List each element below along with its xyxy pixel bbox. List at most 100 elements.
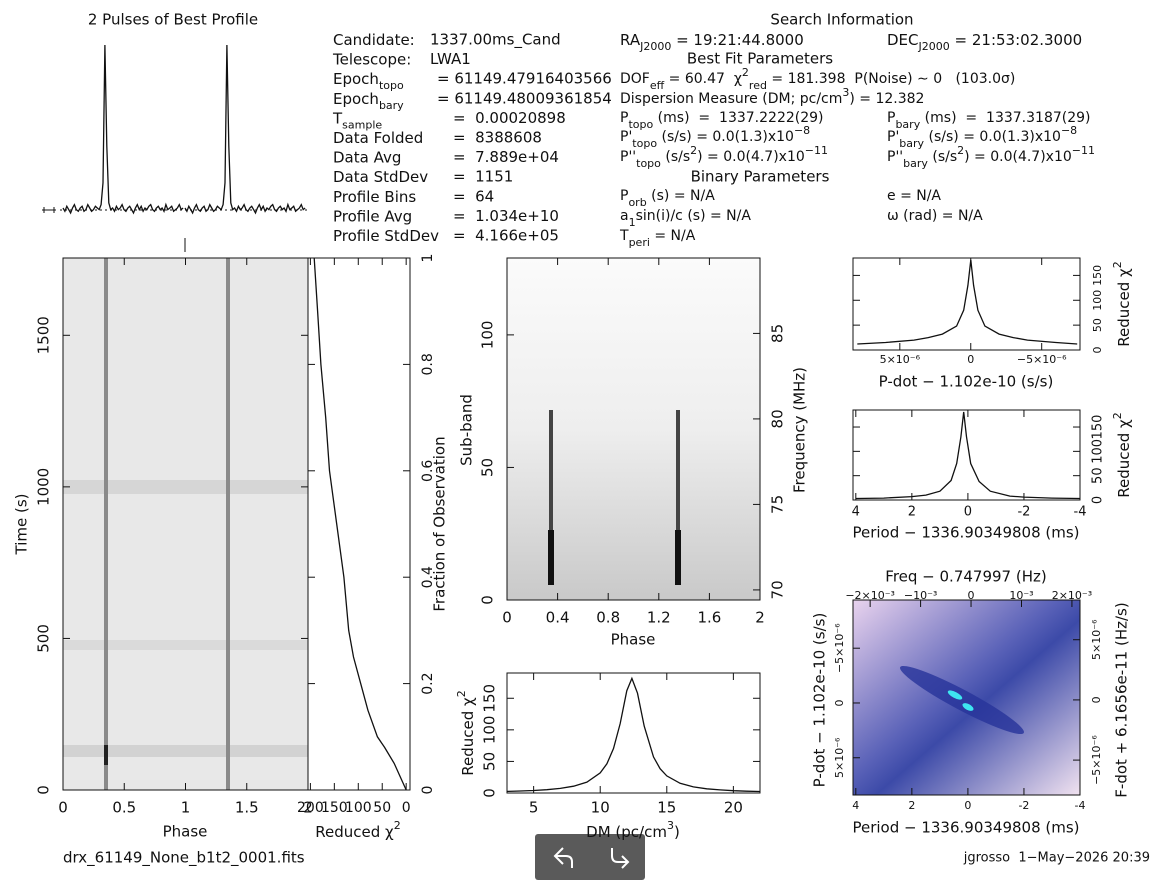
y-axis-label: Reduced χ2 — [1111, 412, 1133, 497]
text-part: DM (pc/cm — [586, 823, 667, 841]
plot-frame — [852, 409, 1081, 501]
y-tick-label: 100 — [1091, 290, 1104, 311]
y-tick-label: 1500 — [35, 316, 53, 354]
text-part: P' — [620, 129, 632, 145]
rotate-left-button[interactable] — [545, 840, 581, 876]
y-tick-label: −5×10⁻⁶ — [833, 623, 846, 673]
x-tick-label: -2 — [1017, 505, 1030, 520]
text-part: red — [749, 79, 767, 92]
text-part: 2 — [394, 819, 401, 832]
y-tick-label: 150 — [481, 684, 499, 713]
text-part: −8 — [1061, 124, 1077, 137]
y-tick-label: 0.8 — [420, 353, 436, 375]
text-part: (s/s — [661, 149, 690, 165]
text-part: RA — [620, 31, 641, 49]
text-part: = 181.398 P(Noise) ∼ 0 (103.0σ) — [767, 71, 1015, 87]
text-part: Reduced χ — [1115, 268, 1133, 347]
profile-curve — [62, 44, 184, 215]
x-tick-label: 50 — [373, 800, 391, 816]
info-param: Dispersion Measure (DM; pc/cm3) = 12.382 — [620, 86, 924, 108]
curve — [506, 676, 761, 793]
text-part: Telescope: — [332, 50, 411, 68]
text-part: DOF — [620, 71, 650, 87]
text-part: a — [620, 208, 629, 224]
text-part: P'' — [620, 149, 636, 165]
time-phase-image — [63, 258, 308, 790]
y-tick-label: 0 — [420, 786, 436, 795]
text-part: Reduced χ — [459, 697, 477, 776]
x-tick-label: 4 — [852, 799, 859, 812]
text-part: ) = 0.0(4.7)x10 — [964, 149, 1072, 165]
text-part: −8 — [794, 124, 810, 137]
text-part: 2 — [1111, 261, 1124, 268]
y-tick-label: 0 — [481, 788, 499, 798]
info-value: = 0.00020898 — [453, 109, 566, 127]
x-axis-label: Phase — [163, 823, 208, 841]
x-tick-label: 4 — [852, 505, 860, 520]
y-axis-label: Time (s) — [13, 494, 31, 556]
text-part: 2 — [957, 144, 964, 157]
text-part: J2000 — [918, 40, 950, 53]
curve — [313, 257, 407, 791]
x-tick-label: -4 — [1074, 505, 1087, 520]
x-tick-label: 2 — [755, 609, 765, 627]
x-tick-label: 2 — [908, 799, 915, 812]
text-part: Profile StdDev — [333, 227, 439, 245]
y-tick-label: 100 — [481, 716, 499, 745]
info-value: = 4.166e+05 — [453, 227, 559, 245]
info-label: Data Avg — [333, 148, 401, 166]
plot-frame — [307, 257, 411, 791]
y-tick-label: 100 — [1091, 439, 1106, 464]
info-value: = 8388608 — [453, 129, 542, 147]
x-tick-label: 200 — [297, 800, 324, 816]
text-part: peri — [629, 236, 650, 249]
x-tick-label: -2 — [1018, 799, 1029, 812]
text-part: P — [620, 110, 628, 126]
text-part: Data Avg — [333, 148, 401, 166]
text-part: Epoch — [333, 70, 379, 88]
x2-tick-label: 10⁻³ — [1009, 589, 1033, 602]
x-axis-label: Period − 1336.90349808 (ms) — [852, 524, 1079, 542]
text-part: = 21:53:02.3000 — [950, 31, 1082, 49]
y2-tick-label: 75 — [769, 495, 787, 514]
y-tick-label: 0 — [35, 785, 53, 795]
x-tick-label: 150 — [321, 800, 348, 816]
rotate-right-button[interactable] — [600, 840, 636, 876]
text-part: 1 — [629, 216, 636, 229]
text-part: Data StdDev — [333, 168, 428, 186]
text-part: (s/s — [928, 149, 957, 165]
plot-title: 2 Pulses of Best Profile — [88, 11, 258, 29]
text-part: = 19:21:44.8000 — [671, 31, 803, 49]
x-tick-label: 0 — [402, 800, 411, 816]
info-label: Candidate: — [333, 31, 415, 49]
info-value: 1337.00ms_Cand — [430, 31, 561, 50]
text-part: sin(i)/c (s) = N/A — [636, 208, 752, 224]
x-tick-label: 0 — [964, 505, 972, 520]
profile-decor — [42, 207, 307, 252]
info-value: = 64 — [453, 187, 494, 205]
file-name: drx_61149_None_b1t2_0001.fits — [63, 849, 305, 868]
y2-axis-label: Fraction of Observation — [431, 436, 449, 611]
text-part: −11 — [805, 144, 828, 157]
x-tick-label: 2 — [303, 799, 313, 817]
text-part: (s/s) = 0.0(1.3)x10 — [657, 129, 794, 145]
info-label: Tsample — [332, 109, 382, 131]
y-tick-label: 5×10⁻⁶ — [833, 737, 846, 778]
text-part: = 60.47 χ — [664, 71, 742, 87]
x2-tick-label: −2×10⁻³ — [845, 589, 895, 602]
info-dec: DECJ2000 = 21:53:02.3000 — [887, 31, 1082, 53]
info-param: Ptopo (ms) = 1337.2222(29) — [620, 110, 824, 131]
x-tick-label: 0.8 — [596, 609, 620, 627]
x-tick-label: 100 — [345, 800, 372, 816]
x-tick-label: 1 — [181, 799, 191, 817]
x-tick-label: 0.4 — [546, 609, 570, 627]
text-part: topo — [632, 137, 657, 150]
plot-frame — [506, 672, 761, 794]
text-part: Profile Bins — [333, 187, 416, 205]
info-param: ω (rad) = N/A — [887, 208, 983, 224]
info-ra: RAJ2000 = 19:21:44.8000 — [620, 31, 804, 53]
x2-tick-label: 2×10⁻³ — [1052, 589, 1092, 602]
x-tick-label: 20 — [724, 799, 743, 817]
info-title: Search Information — [770, 11, 913, 29]
